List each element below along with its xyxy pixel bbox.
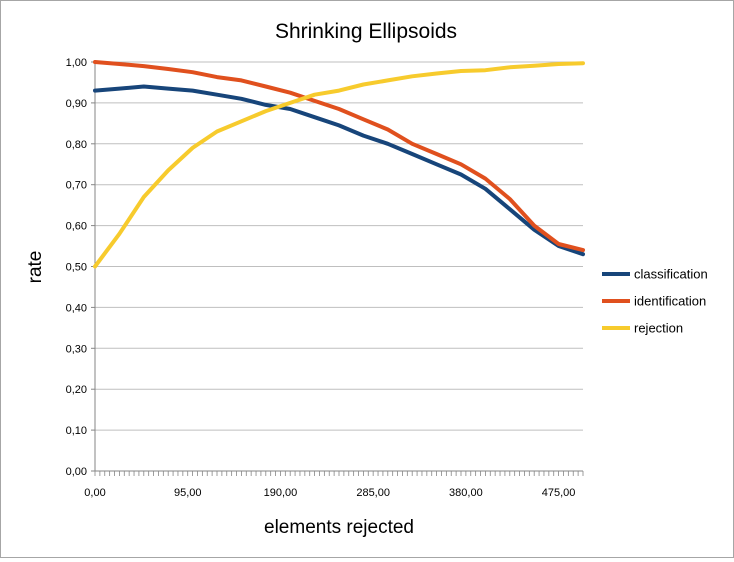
y-tick-label: 0,50 <box>66 262 87 274</box>
legend-label-identification: identification <box>634 294 706 309</box>
legend: classification identification rejection <box>602 267 708 336</box>
y-tick-label: 0,70 <box>66 180 87 192</box>
x-tick-label: 0,00 <box>84 487 105 499</box>
y-tick-label: 0,20 <box>66 384 87 396</box>
y-tick-label: 0,30 <box>66 343 87 355</box>
y-tick-label: 0,10 <box>66 425 87 437</box>
y-tick-label: 0,40 <box>66 302 87 314</box>
x-tick-label: 190,00 <box>264 487 298 499</box>
y-tick-label: 1,00 <box>66 57 87 69</box>
x-axis-title: elements rejected <box>264 517 414 538</box>
y-tick-label: 0,80 <box>66 139 87 151</box>
axes: 0,00 0,10 0,20 0,30 0,40 0,50 0,60 0,70 0,80 0,90… <box>66 57 584 499</box>
y-tick-label: 0,90 <box>66 98 87 110</box>
gridlines <box>95 61 583 431</box>
series-line-identification <box>93 60 585 253</box>
y-tick-label: 0,00 <box>66 466 87 478</box>
series-line-rejection <box>93 61 585 269</box>
x-tick-label: 95,00 <box>174 487 202 499</box>
y-axis-title: rate <box>25 251 46 284</box>
series-line-classification <box>93 84 585 257</box>
y-tick-label: 0,60 <box>66 221 87 233</box>
x-tick-label: 380,00 <box>449 487 483 499</box>
chart-title: Shrinking Ellipsoids <box>275 20 457 43</box>
legend-label-classification: classification <box>634 267 708 282</box>
series-lines <box>93 60 585 269</box>
x-tick-label: 475,00 <box>542 487 576 499</box>
legend-label-rejection: rejection <box>634 321 683 336</box>
x-tick-label: 285,00 <box>356 487 390 499</box>
